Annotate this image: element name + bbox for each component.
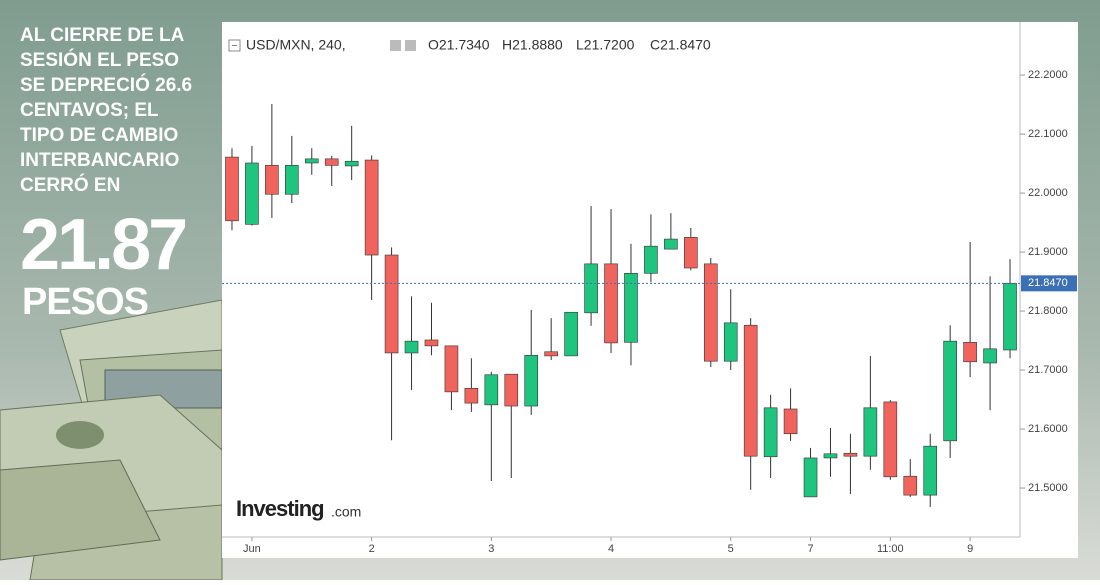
- candle-body: [963, 342, 977, 363]
- x-tick-label: 7: [807, 543, 813, 555]
- x-tick-label: Jun: [243, 543, 261, 555]
- candle-body: [404, 340, 419, 354]
- headline-line: SE DEPRECIÓ 26.6: [20, 74, 192, 96]
- candle-body: [464, 388, 479, 404]
- big-number: 21.87: [20, 205, 185, 285]
- candle-body: [903, 475, 918, 496]
- candle-body: [644, 245, 658, 274]
- ohlc-label: O21.7340: [428, 37, 490, 53]
- watermark: Investing: [236, 496, 324, 521]
- headline: AL CIERRE DE LA SESIÓN EL PESO SE DEPRECIÓ…: [20, 25, 192, 196]
- candle-body: [245, 162, 259, 225]
- headline-line: INTERBANCARIO: [20, 150, 179, 171]
- x-tick-label: 3: [488, 543, 494, 555]
- candle-body: [524, 355, 539, 407]
- y-tick-label: 22.0000: [1028, 187, 1068, 199]
- x-tick-label: 11:00: [877, 543, 904, 555]
- candle-body: [544, 351, 558, 357]
- candle-body: [664, 238, 678, 250]
- candle-body: [484, 374, 499, 406]
- candle-body: [285, 165, 299, 195]
- y-tick-label: 21.5000: [1028, 482, 1068, 494]
- candle-body: [803, 457, 818, 498]
- candle-body: [444, 345, 459, 393]
- candle-body: [783, 408, 798, 435]
- ohlc-label: H21.8880: [502, 37, 563, 53]
- last-price-label: 21.8470: [1028, 277, 1068, 289]
- candle-body: [823, 453, 838, 459]
- x-tick-label: 9: [967, 543, 973, 555]
- candle-body: [304, 158, 319, 164]
- candle-body: [624, 273, 638, 343]
- candle-body: [424, 339, 439, 347]
- money-illustration: [0, 299, 223, 581]
- headline-line: CENTAVOS; EL: [20, 100, 159, 121]
- candle-body: [684, 237, 698, 269]
- headline-line: TIPO DE CAMBIO: [20, 125, 178, 146]
- collapse-icon[interactable]: [228, 39, 241, 52]
- ohlc-label: C21.8470: [650, 37, 711, 53]
- x-tick-label: 2: [369, 543, 375, 555]
- y-tick-label: 21.8000: [1028, 305, 1068, 317]
- settings-icon[interactable]: [405, 40, 416, 51]
- y-tick-label: 22.1000: [1028, 128, 1068, 140]
- candle-body: [225, 156, 239, 222]
- settings-icon[interactable]: [390, 40, 401, 51]
- y-tick-label: 21.7000: [1028, 364, 1068, 376]
- candle-body: [743, 324, 758, 457]
- chart-panel: [222, 22, 1078, 558]
- y-tick-label: 21.6000: [1028, 423, 1068, 435]
- candle-body: [843, 452, 858, 457]
- candle-body: [923, 445, 938, 496]
- candle-body: [504, 373, 519, 407]
- candle-body: [943, 340, 957, 442]
- candle-body: [364, 159, 379, 256]
- candle-body: [703, 263, 718, 362]
- unit: PESOS: [22, 281, 148, 323]
- candle-body: [883, 401, 898, 478]
- candle-body: [344, 160, 359, 167]
- candle-body: [1003, 283, 1017, 351]
- headline-line: CERRÓ EN: [20, 174, 120, 196]
- candle-body: [983, 348, 997, 364]
- candle-body: [324, 158, 339, 166]
- candle-body: [564, 311, 578, 357]
- candle-body: [384, 254, 399, 354]
- headline-line: AL CIERRE DE LA: [20, 25, 185, 46]
- x-tick-label: 5: [728, 543, 734, 555]
- candle-body: [863, 407, 878, 457]
- x-tick-label: 4: [608, 543, 614, 555]
- ohlc-label: L21.7200: [576, 37, 635, 53]
- y-tick-label: 21.9000: [1028, 246, 1068, 258]
- headline-line: SESIÓN EL PESO: [20, 49, 179, 71]
- last-price-box: [1021, 275, 1077, 292]
- candle-body: [265, 165, 279, 195]
- ohlc-header: O21.7340 H21.8880 L21.7200 C21.8470: [428, 37, 711, 53]
- y-tick-label: 22.2000: [1028, 69, 1068, 81]
- candle-body: [763, 407, 778, 458]
- watermark-suffix: .com: [331, 504, 361, 520]
- candle-body: [604, 263, 618, 344]
- candle-body: [584, 263, 598, 314]
- candle-body: [723, 322, 738, 362]
- symbol: USD/MXN, 240,: [246, 37, 346, 53]
